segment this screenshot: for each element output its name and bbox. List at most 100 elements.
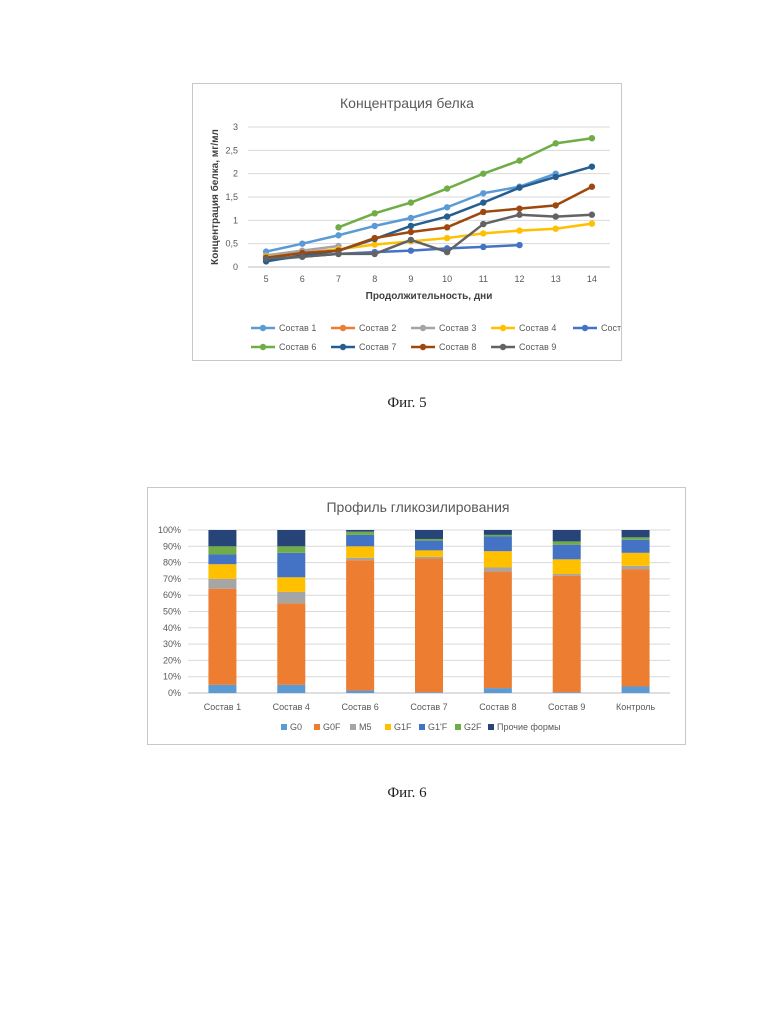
x-tick-label: Состав 9 — [548, 702, 585, 712]
y-tick-label: 0% — [168, 688, 181, 698]
y-tick-label: 2,5 — [225, 145, 238, 155]
data-point — [480, 170, 486, 176]
bar-segment — [346, 530, 374, 532]
bar-segment — [484, 572, 512, 689]
legend-swatch-marker — [420, 344, 426, 350]
stacked-bar — [415, 530, 443, 693]
bar-segment — [622, 686, 650, 693]
data-point — [516, 184, 522, 190]
y-tick-label: 0 — [233, 262, 238, 272]
bar-segment — [277, 577, 305, 592]
legend-entry: Состав 9 — [491, 342, 556, 352]
bar-segment — [484, 688, 512, 693]
data-point — [299, 240, 305, 246]
data-point — [335, 251, 341, 257]
data-point — [335, 232, 341, 238]
data-point — [444, 185, 450, 191]
data-point — [516, 157, 522, 163]
bar-segment — [622, 540, 650, 553]
legend-label: Состав 9 — [519, 342, 556, 352]
bar-segment — [553, 576, 581, 693]
chart-title: Профиль гликозилирования — [326, 499, 509, 515]
legend-label: Состав 3 — [439, 323, 476, 333]
legend-entry: M5 — [350, 722, 372, 732]
x-tick-label: Состав 7 — [410, 702, 447, 712]
bar-segment — [208, 579, 236, 589]
legend-label: Состав 4 — [519, 323, 556, 333]
bar-segment — [346, 532, 374, 535]
data-point — [335, 224, 341, 230]
x-tick-label: 14 — [587, 274, 597, 284]
bar-segment — [622, 537, 650, 539]
bar-segment — [484, 537, 512, 552]
legend-label: G1F — [394, 722, 412, 732]
x-tick-label: 10 — [442, 274, 452, 284]
glycosylation-profile-chart: Профиль гликозилирования0%10%20%30%40%50… — [147, 487, 686, 745]
bar-segment — [553, 692, 581, 693]
data-point — [480, 209, 486, 215]
legend-label: Состав 6 — [279, 342, 316, 352]
x-tick-label: Состав 6 — [341, 702, 378, 712]
legend-swatch — [488, 724, 494, 730]
legend-label: Состав 5 — [601, 323, 621, 333]
bar-segment — [277, 603, 305, 685]
y-tick-label: 1,5 — [225, 192, 238, 202]
y-axis-title: Концентрация белка, мг/мл — [209, 129, 221, 265]
legend-label: Состав 2 — [359, 323, 396, 333]
bar-segment — [277, 546, 305, 553]
data-point — [408, 229, 414, 235]
bar-segment — [415, 530, 443, 539]
data-point — [299, 254, 305, 260]
chart-title: Концентрация белка — [340, 95, 474, 111]
legend-entry: Состав 6 — [251, 342, 316, 352]
bar-segment — [415, 557, 443, 559]
data-point — [444, 235, 450, 241]
bar-segment — [484, 551, 512, 567]
data-point — [444, 213, 450, 219]
data-point — [589, 135, 595, 141]
bar-segment — [415, 692, 443, 693]
data-point — [589, 220, 595, 226]
legend-swatch — [385, 724, 391, 730]
data-point — [480, 230, 486, 236]
y-tick-label: 20% — [163, 655, 181, 665]
y-tick-label: 60% — [163, 590, 181, 600]
stacked-bar — [484, 530, 512, 693]
legend-label: M5 — [359, 722, 372, 732]
y-tick-label: 3 — [233, 122, 238, 132]
x-tick-label: Состав 1 — [204, 702, 241, 712]
y-tick-label: 10% — [163, 672, 181, 682]
legend-entry: Состав 3 — [411, 323, 476, 333]
bar-segment — [622, 530, 650, 537]
figure-caption-6: Фиг. 6 — [307, 785, 507, 802]
legend-label: Состав 8 — [439, 342, 476, 352]
data-point — [444, 204, 450, 210]
x-tick-label: Состав 4 — [273, 702, 310, 712]
legend-entry: Состав 7 — [331, 342, 396, 352]
data-point — [553, 213, 559, 219]
data-point — [516, 227, 522, 233]
bar-segment — [277, 530, 305, 546]
data-point — [263, 255, 269, 261]
legend-swatch — [455, 724, 461, 730]
data-point — [553, 226, 559, 232]
bar-segment — [415, 550, 443, 557]
y-tick-label: 1 — [233, 215, 238, 225]
legend-label: G0F — [323, 722, 341, 732]
data-point — [372, 210, 378, 216]
bar-segment — [553, 559, 581, 574]
x-tick-label: 6 — [300, 274, 305, 284]
x-tick-label: Состав 8 — [479, 702, 516, 712]
y-tick-label: 90% — [163, 541, 181, 551]
stacked-bar — [346, 530, 374, 693]
bar-segment — [208, 554, 236, 564]
legend-label: Состав 7 — [359, 342, 396, 352]
data-point — [480, 244, 486, 250]
x-axis-title: Продолжительность, дни — [366, 291, 493, 302]
bar-segment — [553, 574, 581, 576]
x-tick-label: 7 — [336, 274, 341, 284]
x-tick-label: Контроль — [616, 702, 655, 712]
y-tick-label: 40% — [163, 623, 181, 633]
bar-segment — [484, 535, 512, 537]
legend-swatch-marker — [260, 344, 266, 350]
